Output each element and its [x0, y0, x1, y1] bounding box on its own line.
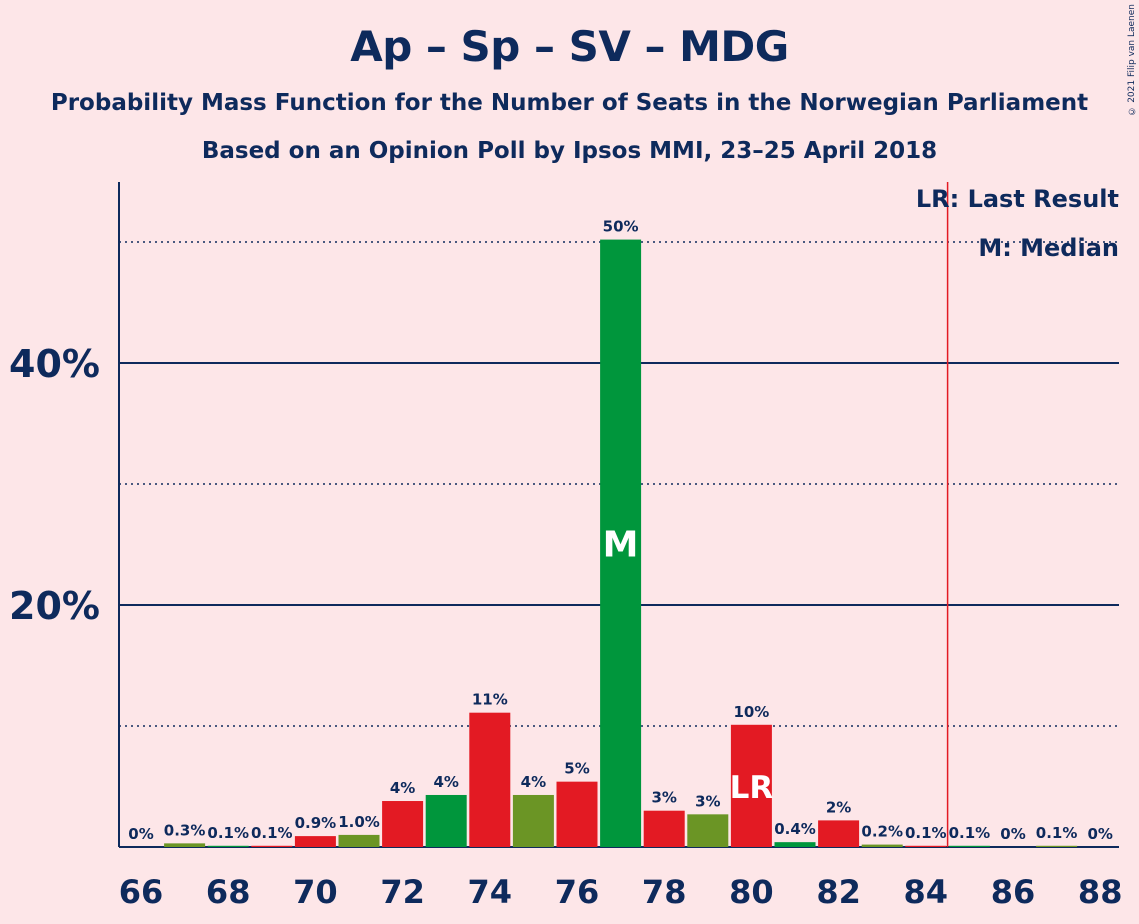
x-tick-label: 86: [991, 873, 1036, 911]
x-tick-label: 66: [119, 873, 164, 911]
data-label: 0.1%: [905, 824, 947, 842]
median-marker: M: [603, 524, 639, 565]
y-tick-label: 40%: [9, 342, 100, 386]
bar-seat-80: [730, 724, 772, 847]
x-tick-label: 78: [642, 873, 687, 911]
bar-seat-87: [1036, 845, 1078, 847]
bar-seat-67: [164, 843, 206, 847]
data-label: 11%: [472, 691, 508, 709]
data-label: 10%: [733, 703, 769, 721]
data-label: 4%: [521, 773, 546, 791]
x-tick-label: 72: [380, 873, 425, 911]
x-tick-label: 76: [555, 873, 600, 911]
data-label: 1.0%: [338, 813, 380, 831]
data-label: 4%: [433, 773, 458, 791]
last-result-marker: LR: [730, 770, 774, 806]
bar-seat-71: [338, 834, 380, 847]
bar-seat-84: [905, 845, 947, 847]
x-tick-label: 82: [816, 873, 861, 911]
bar-seat-77: [600, 239, 642, 847]
data-label: 3%: [651, 789, 676, 807]
bar-seat-73: [425, 794, 467, 847]
data-label: 0.1%: [1036, 824, 1078, 842]
data-label: 50%: [603, 218, 639, 236]
chart-title: Ap – Sp – SV – MDG: [350, 22, 789, 71]
bar-seat-83: [861, 844, 903, 847]
x-tick-label: 68: [206, 873, 251, 911]
chart-subtitle: Probability Mass Function for the Number…: [50, 90, 1089, 116]
x-tick-label: 84: [904, 873, 949, 911]
data-label: 0.3%: [164, 821, 206, 839]
bar-seat-85: [948, 845, 990, 847]
data-label: 0%: [128, 825, 153, 843]
bar-seat-74: [469, 712, 511, 847]
x-tick-label: 88: [1078, 873, 1123, 911]
data-label: 0.1%: [949, 824, 991, 842]
bar-seat-70: [294, 836, 336, 847]
data-label: 0.2%: [861, 823, 903, 841]
data-label: 0.9%: [295, 814, 337, 832]
x-tick-label: 70: [293, 873, 338, 911]
bar-seat-82: [818, 820, 860, 847]
data-label: 0%: [1087, 825, 1112, 843]
bar-seat-68: [207, 845, 249, 847]
x-tick-label: 80: [729, 873, 774, 911]
legend-last-result: LR: Last Result: [915, 185, 1119, 213]
x-tick-label: 74: [468, 873, 513, 911]
data-label: 3%: [695, 792, 720, 810]
data-label: 0%: [1000, 825, 1025, 843]
data-label: 4%: [390, 779, 415, 797]
bar-seat-81: [774, 842, 816, 847]
bar-seat-78: [643, 810, 685, 847]
data-label: 0.4%: [774, 820, 816, 838]
data-label: 0.1%: [207, 824, 249, 842]
data-label: 2%: [826, 798, 851, 816]
bar-seat-75: [512, 794, 554, 847]
bar-seat-79: [687, 814, 729, 847]
chart-subtitle-poll: Based on an Opinion Poll by Ipsos MMI, 2…: [201, 138, 938, 164]
data-label: 0.1%: [251, 824, 293, 842]
y-tick-label: 20%: [9, 584, 100, 628]
bar-seat-72: [382, 801, 424, 847]
bar-seat-76: [556, 781, 598, 847]
bar-seat-69: [251, 845, 293, 847]
data-label: 5%: [564, 760, 589, 778]
legend-median: M: Median: [978, 234, 1119, 262]
